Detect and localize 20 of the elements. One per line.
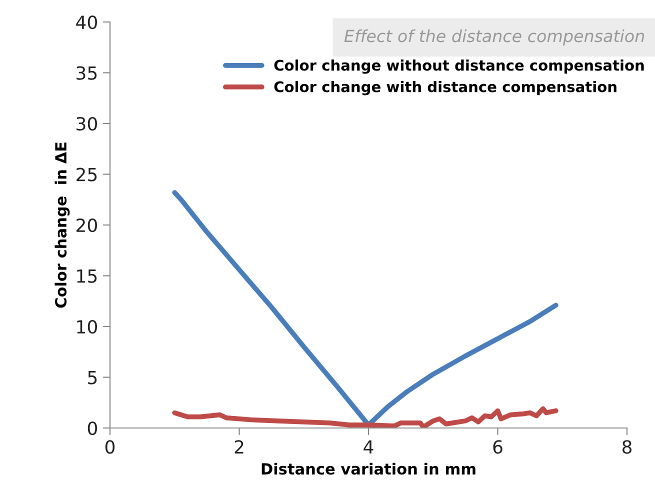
y-tick-label: 10 xyxy=(77,320,97,334)
line-series xyxy=(172,406,558,428)
x-tick-label: 0 xyxy=(105,440,115,454)
y-axis-title: Color change in ΔE xyxy=(54,142,70,308)
y-tick-label: 20 xyxy=(76,218,97,232)
y-tick-label: 0 xyxy=(88,421,97,436)
legend-label: Color change without distance compensation xyxy=(274,59,644,74)
y-tick-label: 15 xyxy=(77,269,97,283)
x-tick-label: 4 xyxy=(364,440,374,454)
y-tick-label: 25 xyxy=(76,168,97,182)
x-tick-label: 8 xyxy=(622,440,632,454)
legend-label: Color change with distance compensation xyxy=(274,81,616,96)
x-tick-label: 6 xyxy=(493,440,502,454)
y-tick-label: 40 xyxy=(76,15,97,30)
x-tick-label: 2 xyxy=(234,440,244,454)
y-tick-label: 35 xyxy=(76,66,97,80)
y-tick-label: 5 xyxy=(88,370,97,384)
x-axis-title: Distance variation in mm xyxy=(262,462,476,475)
y-tick-label: 30 xyxy=(76,116,97,131)
chart-title: Effect of the distance compensation xyxy=(344,29,644,46)
